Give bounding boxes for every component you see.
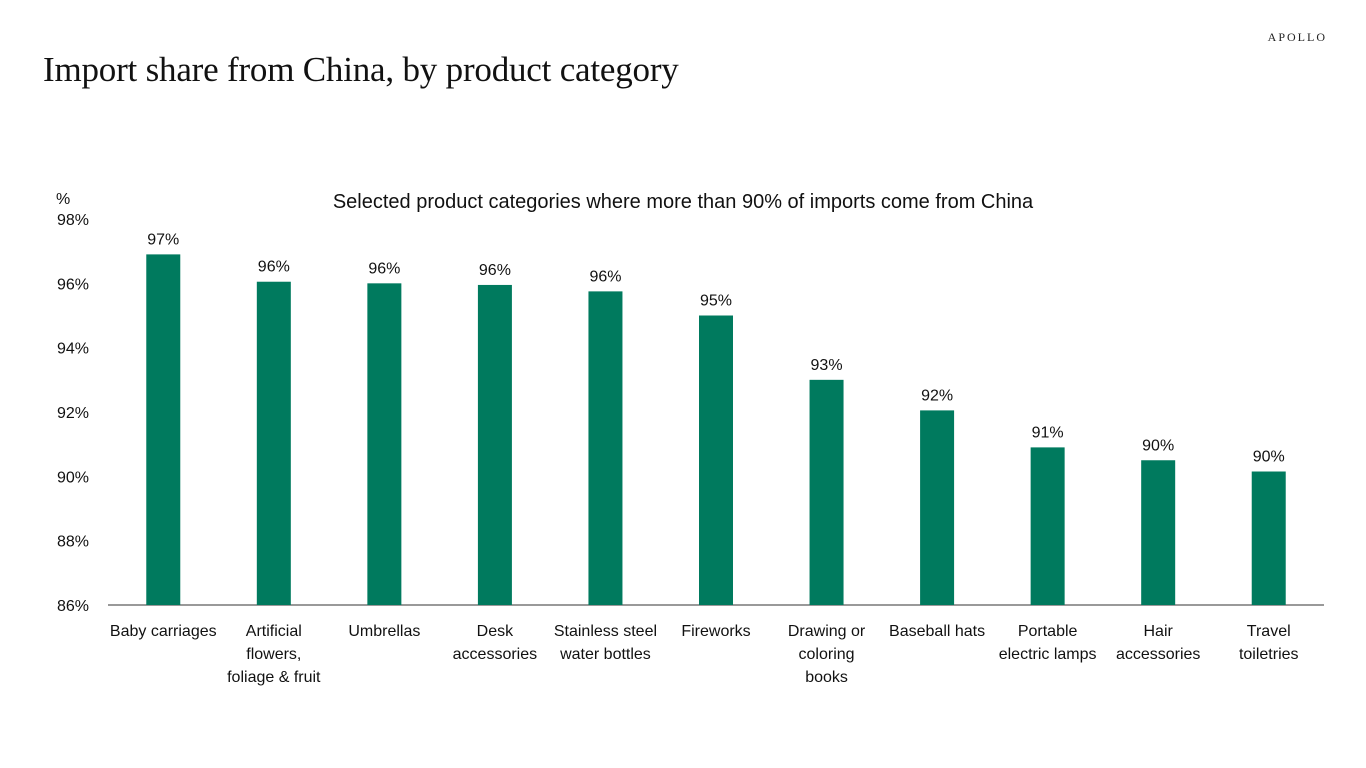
x-tick-label: Hair accessories	[1116, 623, 1200, 663]
data-label: 90%	[1142, 437, 1174, 454]
x-tick-label: Portable electric lamps	[999, 623, 1097, 663]
data-label: 93%	[811, 357, 843, 374]
data-label: 96%	[589, 268, 621, 285]
y-tick-label: 88%	[57, 534, 89, 551]
y-tick-label: 86%	[57, 598, 89, 615]
bar	[699, 315, 733, 605]
bar	[588, 291, 623, 605]
x-tick-label: Baby carriages	[110, 623, 217, 640]
y-tick-label: 98%	[57, 212, 89, 229]
data-label: 90%	[1253, 449, 1285, 466]
y-axis-ticks: 86% 88% 90% 92% 94% 96% 98%	[57, 212, 89, 615]
x-tick-label: Desk accessories	[453, 623, 537, 663]
bar	[1251, 471, 1286, 605]
x-tick-label: Stainless steel water bottles	[554, 623, 657, 663]
bar	[809, 379, 844, 605]
data-label: 96%	[368, 260, 400, 277]
page-title: Import share from China, by product cate…	[43, 50, 679, 89]
y-tick-label: 92%	[57, 405, 89, 422]
data-label: 95%	[700, 293, 732, 310]
data-label: 97%	[147, 231, 179, 248]
x-tick-label: Fireworks	[681, 623, 750, 640]
bar	[146, 254, 181, 605]
x-tick-label: Drawing or coloring books	[788, 623, 866, 686]
y-tick-label: 96%	[57, 276, 89, 293]
x-tick-label: Umbrellas	[348, 623, 420, 640]
y-tick-label: 90%	[57, 469, 89, 486]
y-tick-label: 94%	[57, 341, 89, 358]
chart-subtitle: Selected product categories where more t…	[333, 191, 1034, 213]
x-tick-label: Artificial flowers, foliage & fruit	[227, 623, 321, 686]
data-label: 92%	[921, 387, 953, 404]
y-axis-label: %	[56, 191, 70, 208]
bar-series	[146, 254, 1286, 605]
bar	[1141, 460, 1176, 605]
bar	[920, 410, 955, 605]
brand-logo: APOLLO	[1267, 30, 1327, 44]
bar	[477, 284, 512, 605]
bar	[256, 281, 291, 605]
x-tick-label: Baseball hats	[889, 623, 985, 640]
x-axis-labels: Baby carriages Artificial flowers, foliage …	[110, 623, 1299, 686]
bar	[367, 283, 402, 605]
bar	[1030, 447, 1065, 605]
data-label: 96%	[258, 259, 290, 276]
data-label: 91%	[1032, 424, 1064, 441]
data-label: 96%	[479, 262, 511, 279]
data-labels: 97% 96% 96% 96% 96% 95% 93% 92% 91% 90% 90%	[147, 231, 1284, 465]
x-tick-label: Travel toiletries	[1239, 623, 1299, 663]
